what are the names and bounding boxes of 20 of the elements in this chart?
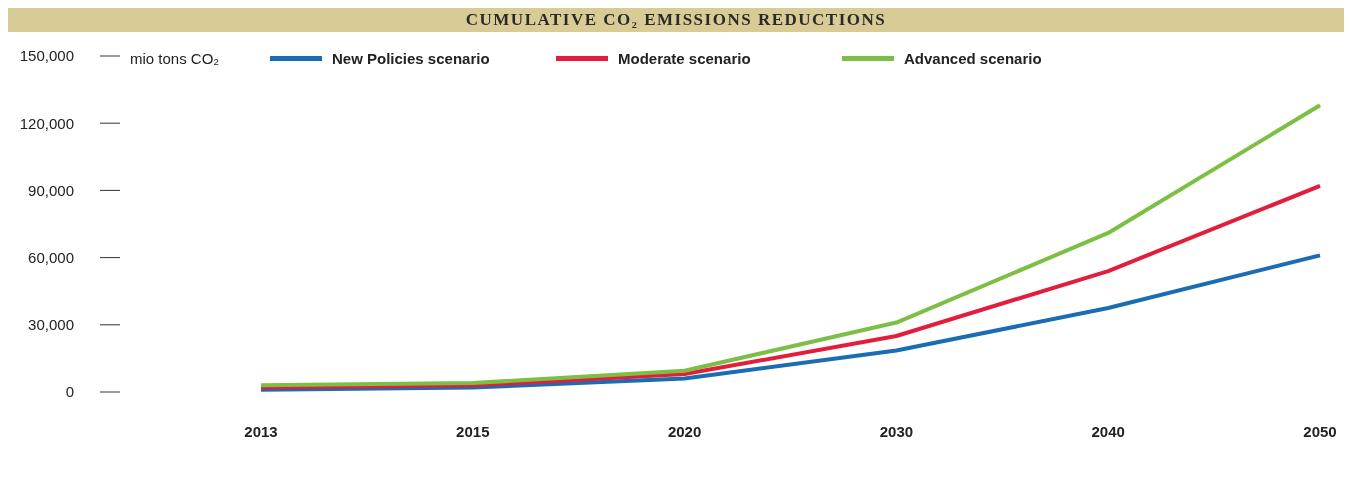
y-tick-label: 150,000	[19, 47, 74, 65]
line-series	[259, 103, 1322, 388]
x-tick-label: 2030	[879, 422, 914, 440]
x-tick-label: 2040	[1091, 422, 1125, 440]
legend-label: Advanced scenario	[904, 50, 1042, 67]
line-series	[259, 253, 1322, 392]
y-tick-label: 30,000	[28, 316, 74, 334]
legend-label: New Policies scenario	[332, 50, 490, 67]
line-series	[259, 183, 1322, 390]
y-tick-label: 90,000	[28, 181, 74, 199]
x-tick-label: 2013	[244, 422, 278, 440]
x-tick-label: 2050	[1303, 422, 1337, 440]
chart-title: CUMULATIVE CO₂ EMISSIONS REDUCTIONS	[8, 8, 1344, 32]
legend-label: Moderate scenario	[618, 50, 751, 67]
y-tick-label: 0	[65, 383, 74, 401]
y-axis-title: mio tons CO₂	[130, 50, 220, 67]
x-tick-label: 2015	[456, 422, 490, 440]
x-tick-label: 2020	[667, 422, 702, 440]
y-tick-label: 60,000	[28, 248, 74, 266]
y-tick-label: 120,000	[19, 114, 74, 132]
